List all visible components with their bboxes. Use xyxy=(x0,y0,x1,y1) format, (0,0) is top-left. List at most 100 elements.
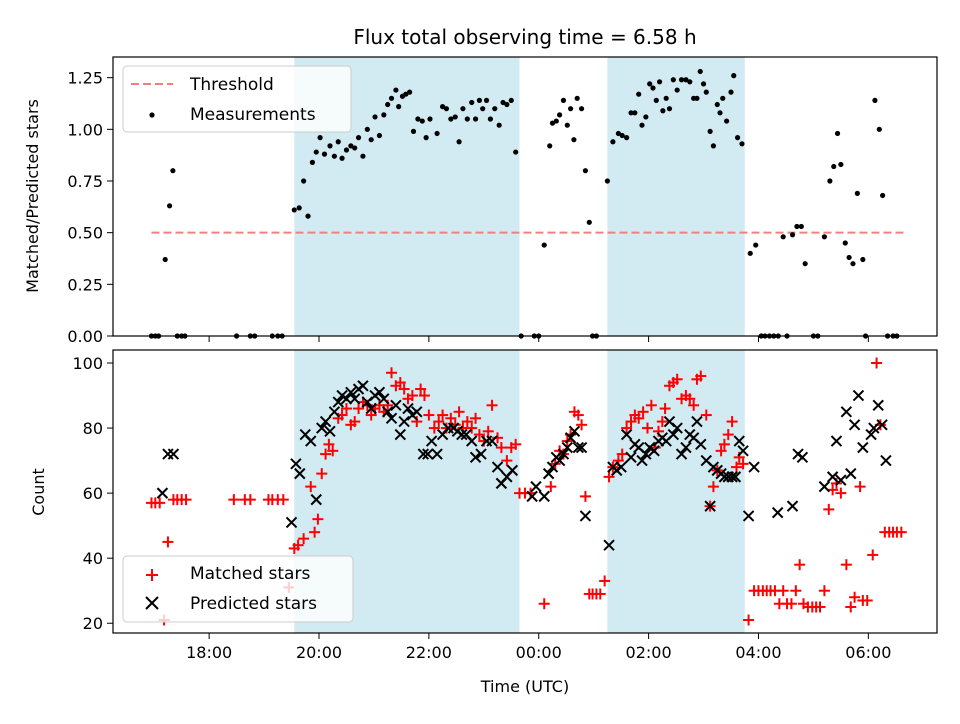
measurement-point xyxy=(440,104,446,110)
matched-star-point xyxy=(671,373,683,385)
measurement-point xyxy=(456,139,462,145)
measurement-point xyxy=(831,163,837,170)
measurement-point xyxy=(567,106,574,112)
measurement-point xyxy=(464,116,470,122)
matched-star-point xyxy=(453,406,465,418)
predicted-star-point xyxy=(691,415,703,428)
measurement-point xyxy=(564,122,570,128)
predicted-star-point xyxy=(385,412,398,425)
measurement-point xyxy=(802,261,808,267)
x-tick-label: 18:00 xyxy=(186,643,232,662)
measurement-point xyxy=(860,256,866,263)
measurement-point xyxy=(376,132,383,139)
predicted-star-point xyxy=(156,487,169,499)
measurement-point xyxy=(492,106,498,112)
measurement-point xyxy=(410,128,417,134)
bottom-x-ticks: 18:00 20:00 22:00 00:00 02:00 04:00 06:00 xyxy=(186,633,891,662)
measurement-point xyxy=(610,139,616,145)
x-tick-label: 22:00 xyxy=(406,643,452,662)
matched-stars-series xyxy=(145,357,907,626)
matched-star-point xyxy=(684,393,696,405)
matched-star-point xyxy=(730,461,742,473)
matched-star-point xyxy=(353,403,365,415)
measurement-point xyxy=(393,87,399,93)
predicted-star-point xyxy=(835,474,847,486)
measurement-point xyxy=(615,130,621,137)
predicted-star-point xyxy=(340,393,353,405)
measurement-point xyxy=(368,137,374,143)
measurement-point xyxy=(821,234,827,240)
measurement-point xyxy=(547,143,553,149)
measurement-point xyxy=(710,143,717,149)
measurement-point xyxy=(335,139,341,145)
predicted-star-point xyxy=(575,441,588,454)
x-tick-label: 06:00 xyxy=(845,643,891,662)
predicted-star-point xyxy=(486,435,498,447)
measurement-point xyxy=(728,89,734,95)
measurement-point xyxy=(619,132,625,139)
bottom-y-tick-label: 100 xyxy=(72,354,103,373)
x-tick-label: 04:00 xyxy=(735,643,781,662)
matched-star-point xyxy=(777,585,789,597)
measurement-point xyxy=(348,143,354,149)
predicted-star-point xyxy=(530,480,542,493)
measurement-point xyxy=(541,242,547,248)
predicted-star-point xyxy=(620,428,633,441)
measurement-point xyxy=(714,101,720,108)
measurement-point xyxy=(513,149,519,155)
measurement-point xyxy=(639,122,645,128)
predicted-star-point xyxy=(506,464,519,477)
predicted-star-point xyxy=(310,493,322,506)
measurement-point xyxy=(321,151,328,157)
measurement-point xyxy=(827,178,833,184)
predicted-star-point xyxy=(167,448,180,460)
x-tick-label: 00:00 xyxy=(516,643,562,662)
predicted-star-point xyxy=(625,451,637,464)
matched-star-point xyxy=(659,403,671,415)
measurement-point xyxy=(385,101,391,108)
matched-star-point xyxy=(365,409,377,421)
top-y-tick-label: 0.75 xyxy=(67,172,103,191)
predicted-stars-series xyxy=(156,380,892,551)
measurement-point xyxy=(604,178,611,184)
matched-star-point xyxy=(845,601,857,613)
top-y-axis-label: Matched/Predicted stars xyxy=(23,99,42,293)
top-y-tick-label: 0.25 xyxy=(67,275,103,294)
measurement-point xyxy=(381,112,387,118)
predicted-star-point xyxy=(378,393,390,405)
measurement-point xyxy=(553,118,559,124)
bottom-y-ticks: 20 40 60 80 100 xyxy=(72,354,113,633)
measurement-point xyxy=(707,128,713,134)
measurement-point xyxy=(628,110,634,116)
measurement-point xyxy=(872,97,878,103)
measurement-point xyxy=(162,256,168,263)
top-legend: Threshold Measurements xyxy=(122,65,352,133)
measurement-point xyxy=(586,219,592,225)
matched-star-point xyxy=(621,422,633,434)
matched-star-point xyxy=(545,481,557,493)
measurement-point xyxy=(480,106,486,112)
measurement-point xyxy=(683,77,689,83)
matched-star-point xyxy=(398,383,410,395)
top-y-tick-label: 0.50 xyxy=(67,224,103,243)
measurement-point xyxy=(560,97,567,103)
measurement-point xyxy=(305,213,311,219)
matched-star-point xyxy=(394,377,406,389)
measurement-point xyxy=(469,99,475,106)
predicted-star-point xyxy=(561,441,574,454)
predicted-star-point xyxy=(848,419,861,431)
measurement-point xyxy=(434,130,440,137)
matched-star-point xyxy=(298,533,310,545)
measurement-point xyxy=(780,234,786,240)
matched-star-point xyxy=(849,591,861,603)
matched-star-point xyxy=(418,390,430,402)
predicted-star-point xyxy=(572,441,584,454)
predicted-star-point xyxy=(491,461,504,473)
measurement-point xyxy=(656,79,663,85)
measurement-point xyxy=(313,149,319,155)
matched-star-point xyxy=(327,445,339,457)
measurement-point xyxy=(582,168,589,174)
legend-predicted-swatch xyxy=(145,596,159,610)
measurement-point xyxy=(388,95,395,101)
predicted-star-point xyxy=(603,539,615,551)
